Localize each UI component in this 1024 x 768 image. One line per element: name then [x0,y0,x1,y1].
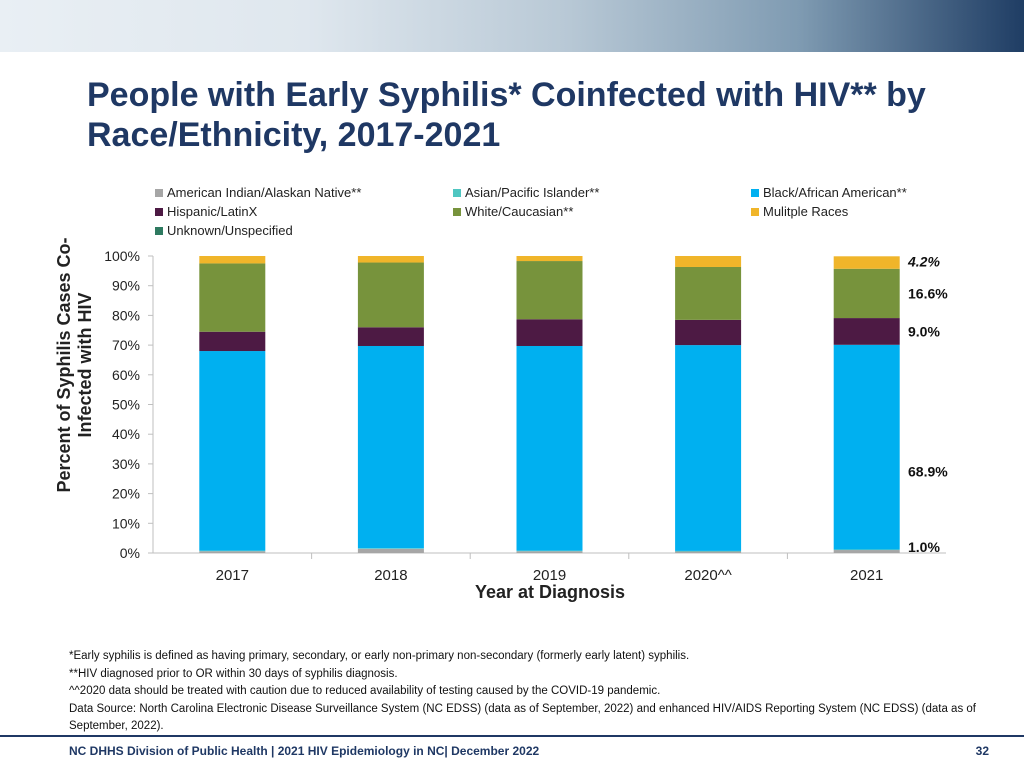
legend-item-black-african-american: Black/African American** [751,185,907,201]
y-tick-label: 30% [112,456,140,472]
bar-american-indian-alaskan-native-2018 [357,548,424,553]
stacked-bar-chart: 0% 10% 20% 30% 40% 50% 60% 70% 80% 90% 100% 2017 201… [104,248,948,584]
legend-swatch [155,208,163,216]
bar-mulitple-races-2017 [199,256,266,264]
legend-label: Hispanic/LatinX [167,204,258,219]
footnote-covid-caution: ^^2020 data should be treated with cauti… [69,685,661,697]
legend-label: Black/African American** [763,185,907,200]
bar-white-caucasian-2017 [199,263,266,332]
legend-label: Unknown/Unspecified [167,223,293,238]
x-tick-label: 2019 [533,567,566,584]
bar-american-indian-alaskan-native-2021 [833,550,900,553]
bar-hispanic-latinx-2018 [357,327,424,346]
legend-swatch [751,208,759,216]
legend-label: American Indian/Alaskan Native** [167,185,362,200]
bar-white-caucasian-2019 [516,261,583,320]
bar-asian-pacific-islander-2019 [516,550,583,552]
y-tick-label: 100% [104,248,140,264]
bar-mulitple-races-2020 [675,256,742,267]
legend-item-unknown-unspecified: Unknown/Unspecified [155,223,293,239]
x-tick-label: 2020^^ [684,567,731,584]
footnote-data-source: Data Source: North Carolina Electronic D… [69,702,976,733]
header-banner [0,0,1024,52]
legend-swatch [155,227,163,235]
legend-label: White/Caucasian** [465,204,574,219]
bar-black-african-american-2020 [675,345,742,551]
y-tick-label: 40% [112,426,140,442]
y-tick-label: 60% [112,367,140,383]
footnote-early-syphilis: *Early syphilis is defined as having pri… [69,650,690,662]
bar-mulitple-races-2021 [833,256,900,269]
bar-asian-pacific-islander-2018 [357,548,424,549]
bar-black-african-american-2019 [516,345,583,551]
y-tick-label: 90% [112,278,140,294]
legend-swatch [751,189,759,197]
bar-mulitple-races-2019 [516,256,583,262]
bar-black-african-american-2018 [357,345,424,549]
y-tick-label: 70% [112,337,140,353]
bar-asian-pacific-islander-2021 [833,549,900,551]
data-label-hispanic-latinx-2021: 9.0% [908,323,940,339]
legend-swatch [453,208,461,216]
bar-mulitple-races-2018 [357,256,424,263]
bar-white-caucasian-2018 [357,262,424,328]
page-number: 32 [975,744,989,758]
bar-asian-pacific-islander-2020 [675,550,742,552]
x-tick-label: 2017 [216,567,249,584]
y-tick-label: 20% [112,486,140,502]
footer-divider [0,735,1024,737]
bar-black-african-american-2017 [199,351,266,551]
legend-item-white-caucasian: White/Caucasian** [453,204,573,220]
chart-legend: American Indian/Alaskan Native** Asian/Pa… [155,185,1015,245]
legend-item-mulitple-races: Mulitple Races [751,204,848,220]
bar-american-indian-alaskan-native-2017 [199,551,266,553]
x-tick-label: 2018 [374,567,407,584]
data-label-black-african-american-2021: 68.9% [908,464,948,480]
data-label-mulitple-races-2021: 4.2% [907,253,940,269]
x-tick-label: 2021 [850,567,883,584]
y-tick-label: 80% [112,307,140,323]
bar-american-indian-alaskan-native-2020 [675,551,742,553]
y-tick-label: 10% [112,515,140,531]
bar-hispanic-latinx-2017 [199,331,266,352]
bar-black-african-american-2021 [833,344,900,550]
bar-hispanic-latinx-2020 [675,319,742,346]
x-axis-title: Year at Diagnosis [474,582,626,602]
bar-hispanic-latinx-2021 [833,318,900,345]
data-label-american-indian-alaskan-native-2021: 1.0% [908,539,940,555]
legend-swatch [155,189,163,197]
footnote-hiv-diagnosis: **HIV diagnosed prior to OR within 30 da… [69,667,398,680]
footnotes: *Early syphilis is defined as having pri… [69,648,999,736]
legend-label: Mulitple Races [763,204,849,219]
legend-item-asian-pacific-islander: Asian/Pacific Islander** [453,185,599,201]
bar-american-indian-alaskan-native-2019 [516,551,583,553]
bar-hispanic-latinx-2019 [516,319,583,346]
legend-item-hispanic-latinx: Hispanic/LatinX [155,204,257,220]
y-tick-label: 0% [120,545,140,561]
bar-white-caucasian-2021 [833,268,900,319]
footer-text: NC DHHS Division of Public Health | 2021… [69,744,540,758]
slide-title: People with Early Syphilis* Coinfected w… [87,76,926,154]
legend-label: Asian/Pacific Islander** [465,185,600,200]
legend-item-american-indian-alaskan-native: American Indian/Alaskan Native** [155,185,361,201]
legend-swatch [453,189,461,197]
y-tick-label: 50% [112,397,140,413]
data-label-white-caucasian-2021: 16.6% [908,285,948,301]
bar-white-caucasian-2020 [675,266,742,320]
bar-asian-pacific-islander-2017 [199,550,266,552]
